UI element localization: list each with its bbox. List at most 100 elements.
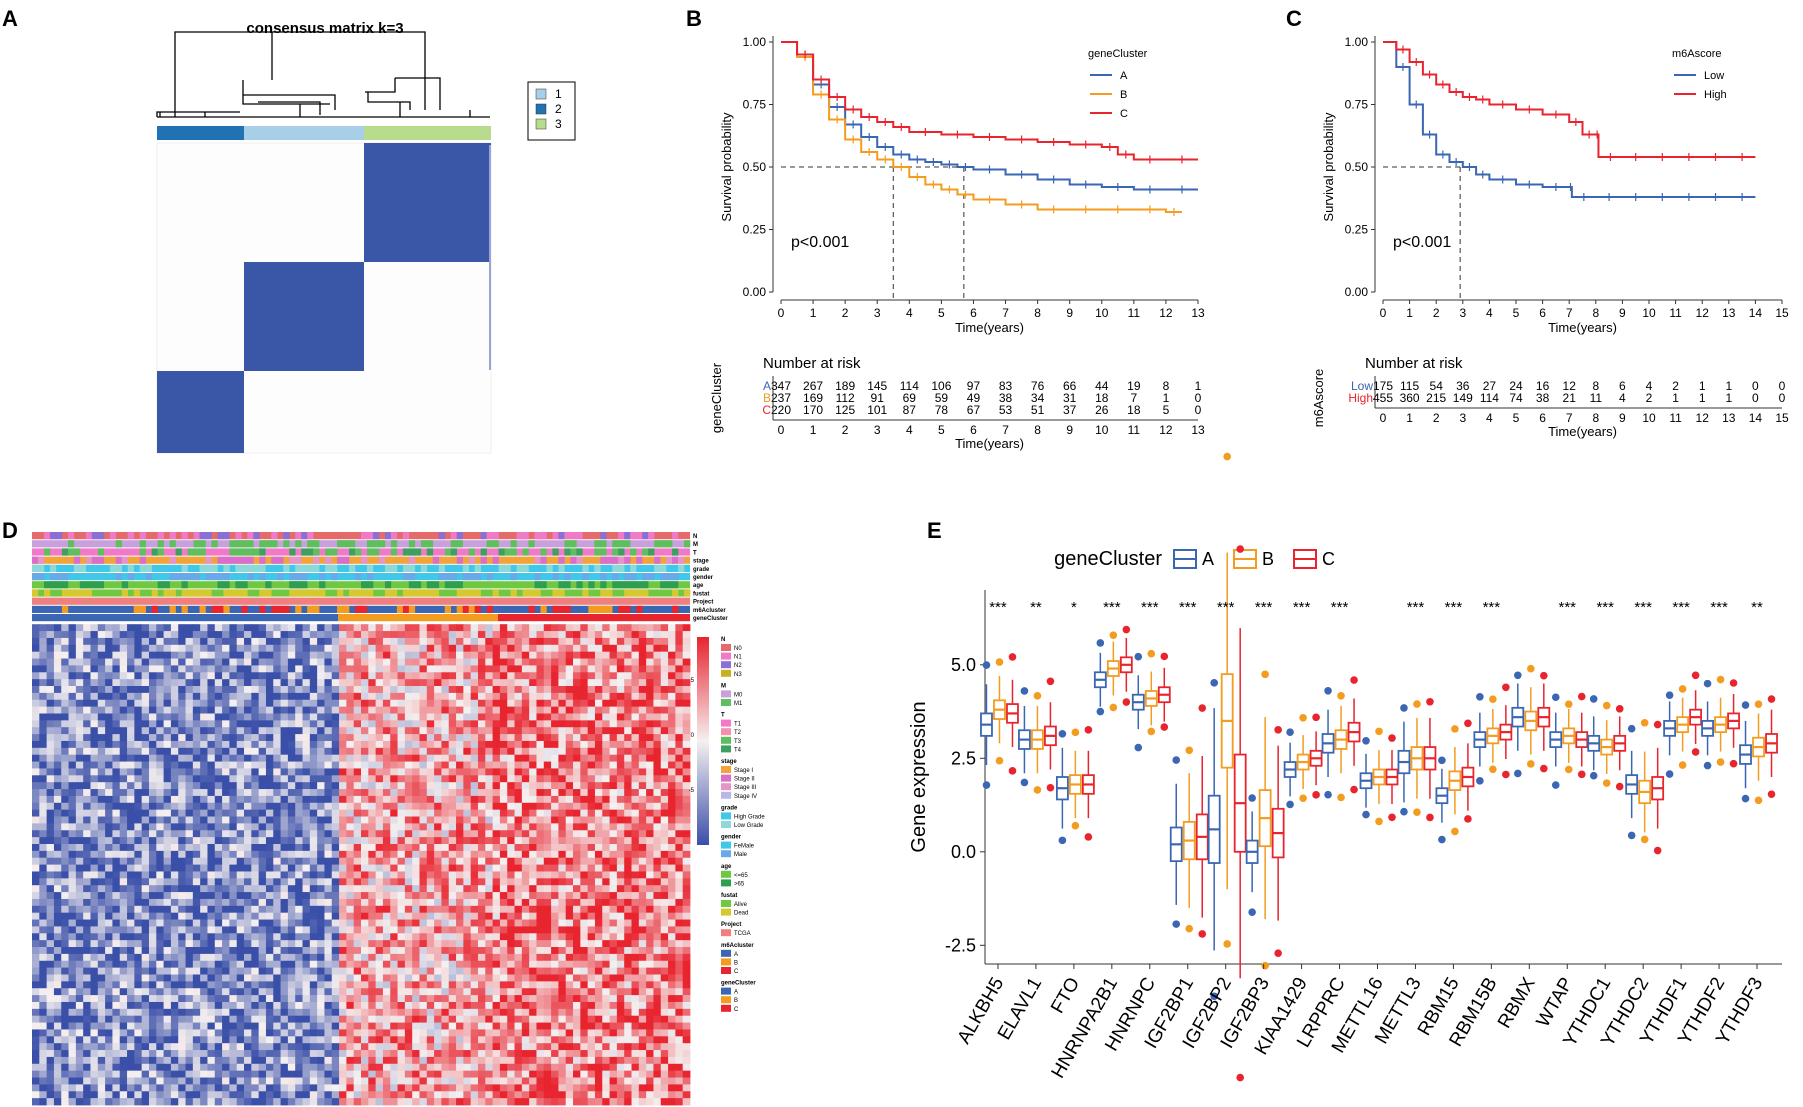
- heatmap-cell: [346, 706, 355, 714]
- annotation-cell: [462, 589, 469, 597]
- heatmap-cell: [46, 809, 55, 817]
- heatmap-cell: [97, 864, 106, 872]
- heatmap-cell: [646, 651, 654, 659]
- heatmap-cell: [485, 878, 493, 886]
- heatmap-cell: [463, 679, 472, 687]
- heatmap-cell: [412, 761, 420, 769]
- heatmap-cell: [624, 919, 632, 927]
- heatmap-cell: [580, 768, 589, 776]
- heatmap-cell: [499, 644, 508, 653]
- heatmap-cell: [353, 885, 362, 893]
- heatmap-cell: [587, 740, 596, 749]
- heatmap-cell: [170, 885, 179, 893]
- heatmap-cell: [244, 699, 252, 708]
- heatmap-cell: [309, 644, 318, 653]
- heatmap-cell: [200, 843, 208, 852]
- heatmap-cell: [397, 843, 406, 852]
- annotation-cell: [402, 532, 410, 540]
- heatmap-cell: [397, 754, 406, 762]
- heatmap-cell: [244, 912, 252, 920]
- risk-count: 37: [1063, 403, 1077, 417]
- heatmap-cell: [456, 672, 464, 680]
- heatmap-cell: [83, 740, 91, 749]
- heatmap-cell: [324, 754, 333, 762]
- heatmap-cell: [477, 631, 486, 639]
- heatmap-cell: [573, 816, 581, 824]
- heatmap-cell: [244, 644, 252, 653]
- heatmap-cell: [682, 768, 691, 776]
- heatmap-cell: [178, 843, 186, 852]
- heatmap-cell: [653, 782, 662, 790]
- heatmap-cell: [470, 857, 479, 865]
- heatmap-cell: [682, 686, 691, 694]
- heatmap-cell: [339, 637, 347, 646]
- heatmap-cell: [287, 871, 296, 879]
- annotation-cell: [462, 573, 469, 581]
- heatmap-cell: [573, 651, 581, 659]
- heatmap-cell: [200, 706, 208, 714]
- heatmap-cell: [382, 919, 391, 927]
- annotation-cell: [49, 581, 57, 589]
- heatmap-cell: [368, 802, 377, 811]
- legend-label-low: Low: [1704, 70, 1724, 82]
- heatmap-cell: [660, 864, 669, 872]
- heatmap-cell: [287, 823, 296, 831]
- heatmap-cell: [251, 878, 260, 886]
- heatmap-cell: [638, 912, 647, 920]
- risk-x-tick-label: 8: [1034, 423, 1041, 437]
- heatmap-cell: [119, 740, 128, 749]
- heatmap-cell: [127, 789, 135, 797]
- x-tick-label: 7: [1002, 306, 1009, 320]
- annotation-cell: [594, 540, 601, 548]
- heatmap-cell: [529, 740, 537, 749]
- heatmap-cell: [456, 802, 464, 811]
- heatmap-cell: [660, 699, 669, 708]
- heatmap-cell: [244, 631, 252, 639]
- heatmap-cell: [653, 761, 662, 769]
- heatmap-cell: [105, 631, 113, 639]
- heatmap-cell: [682, 823, 691, 831]
- heatmap-cell: [127, 830, 135, 838]
- heatmap-cell: [97, 802, 106, 811]
- heatmap-cell: [660, 644, 669, 653]
- heatmap-cell: [558, 843, 567, 852]
- heatmap-cell: [287, 637, 296, 646]
- heatmap-cell: [163, 768, 172, 776]
- heatmap-cell: [551, 878, 559, 886]
- heatmap-cell: [309, 898, 318, 907]
- heatmap-cell: [90, 720, 99, 728]
- heatmap-cell: [580, 809, 589, 817]
- risk-row-label: A: [763, 379, 771, 393]
- heatmap-cell: [112, 850, 121, 859]
- heatmap-cell: [412, 864, 420, 872]
- heatmap-cell: [75, 651, 84, 659]
- heatmap-cell: [207, 692, 216, 701]
- annotation-cell: [486, 540, 493, 548]
- heatmap-cell: [75, 905, 84, 914]
- heatmap-cell: [134, 734, 143, 742]
- heatmap-cell: [75, 802, 84, 811]
- heatmap-cell: [236, 905, 245, 914]
- heatmap-cell: [602, 740, 610, 749]
- heatmap-cell: [258, 624, 267, 632]
- heatmap-cell: [492, 892, 501, 900]
- annotation-cell: [468, 573, 475, 581]
- heatmap-cell: [507, 823, 515, 831]
- heatmap-cell: [485, 871, 493, 879]
- heatmap-cell: [412, 816, 420, 824]
- heatmap-cell: [331, 706, 340, 714]
- heatmap-cell: [368, 686, 377, 694]
- heatmap-cell: [638, 706, 647, 714]
- heatmap-cell: [521, 837, 530, 845]
- heatmap-cell: [477, 823, 486, 831]
- heatmap-cell: [653, 747, 662, 756]
- heatmap-cell: [441, 679, 450, 687]
- annotation-cell: [277, 556, 284, 564]
- heatmap-cell: [609, 740, 618, 749]
- heatmap-cell: [485, 644, 493, 653]
- heatmap-cell: [207, 789, 216, 797]
- heatmap-cell: [521, 754, 530, 762]
- heatmap-cell: [32, 686, 40, 694]
- heatmap-cell: [573, 644, 581, 653]
- heatmap-cell: [390, 892, 398, 900]
